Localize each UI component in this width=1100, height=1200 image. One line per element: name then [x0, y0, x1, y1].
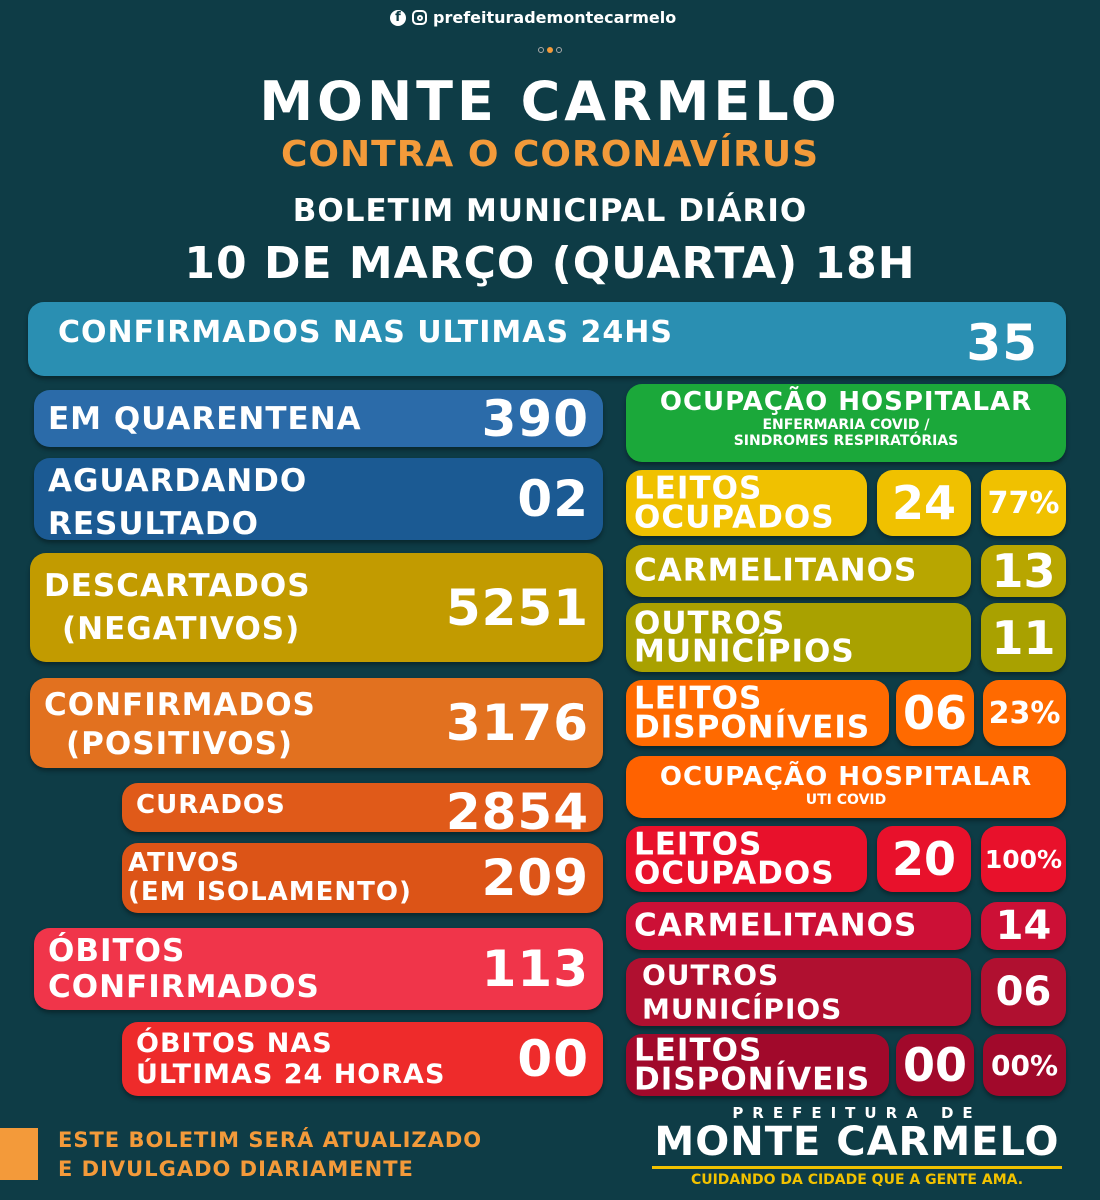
icu-carmelitanos: CARMELITANOS	[626, 902, 971, 950]
footer-accent	[0, 1128, 38, 1180]
confirmed-card: CONFIRMADOS (POSITIVOS) 3176	[30, 678, 603, 768]
discarded-card: DESCARTADOS (NEGATIVOS) 5251	[30, 553, 603, 662]
page-subtitle: CONTRA O CORONAVÍRUS	[281, 134, 819, 175]
ward-available-count: 06	[896, 680, 974, 746]
footer-note: ESTE BOLETIM SERÁ ATUALIZADO E DIVULGADO …	[58, 1128, 483, 1182]
icu-carmelitanos-count: 14	[981, 902, 1066, 950]
social-bar: f prefeiturademontecarmelo	[390, 8, 676, 27]
deaths-card: ÓBITOS CONFIRMADOS 113	[34, 928, 603, 1010]
prefeitura-logo: PREFEITURA DE MONTE CARMELO CUIDANDO DA …	[652, 1104, 1062, 1188]
ward-carmelitanos-count: 13	[981, 544, 1066, 598]
recovered-card: CURADOS 2854	[122, 783, 603, 841]
bulletin-title: BOLETIM MUNICIPAL DIÁRIO	[292, 193, 808, 229]
icu-occupied-count: 20	[877, 826, 971, 892]
quarantine-card: EM QUARENTENA 390	[34, 390, 603, 448]
icu-occupancy-header: OCUPAÇÃO HOSPITALAR UTI COVID	[626, 756, 1066, 818]
ward-available-beds: LEITOS DISPONÍVEIS	[626, 680, 889, 746]
ward-occupied-pct: 77%	[981, 470, 1066, 536]
ward-other-municipalities: OUTROS MUNICÍPIOS	[626, 603, 971, 672]
facebook-icon: f	[390, 9, 406, 26]
ward-occupied-beds: LEITOS OCUPADOS	[626, 470, 867, 536]
ward-carmelitanos: CARMELITANOS	[626, 545, 971, 597]
icu-other-count: 06	[981, 958, 1066, 1026]
icu-occupied-beds: LEITOS OCUPADOS	[626, 826, 867, 892]
icu-occupied-pct: 100%	[981, 826, 1066, 892]
page-title: MONTE CARMELO	[259, 70, 841, 133]
active-card: ATIVOS (EM ISOLAMENTO) 209	[122, 843, 603, 913]
icu-other-municipalities: OUTROS MUNICÍPIOS	[626, 958, 971, 1026]
icu-available-beds: LEITOS DISPONÍVEIS	[626, 1034, 889, 1096]
ward-available-pct: 23%	[983, 680, 1066, 746]
icu-available-count: 00	[896, 1034, 974, 1096]
ward-other-count: 11	[981, 603, 1066, 672]
deaths-24h-card: ÓBITOS NAS ÚLTIMAS 24 HORAS 00	[122, 1022, 603, 1096]
social-handle: prefeiturademontecarmelo	[433, 8, 677, 27]
icu-available-pct: 00%	[983, 1034, 1066, 1096]
ward-occupancy-header: OCUPAÇÃO HOSPITALAR ENFERMARIA COVID / S…	[626, 384, 1066, 462]
ward-occupied-count: 24	[877, 470, 971, 536]
confirmed-24h-card: CONFIRMADOS NAS ULTIMAS 24HS 35	[28, 302, 1066, 376]
carousel-dots	[538, 47, 562, 53]
instagram-icon	[412, 10, 427, 25]
awaiting-card: AGUARDANDO RESULTADO 02	[34, 458, 603, 542]
bulletin-date: 10 DE MARÇO (QUARTA) 18H	[184, 238, 916, 289]
